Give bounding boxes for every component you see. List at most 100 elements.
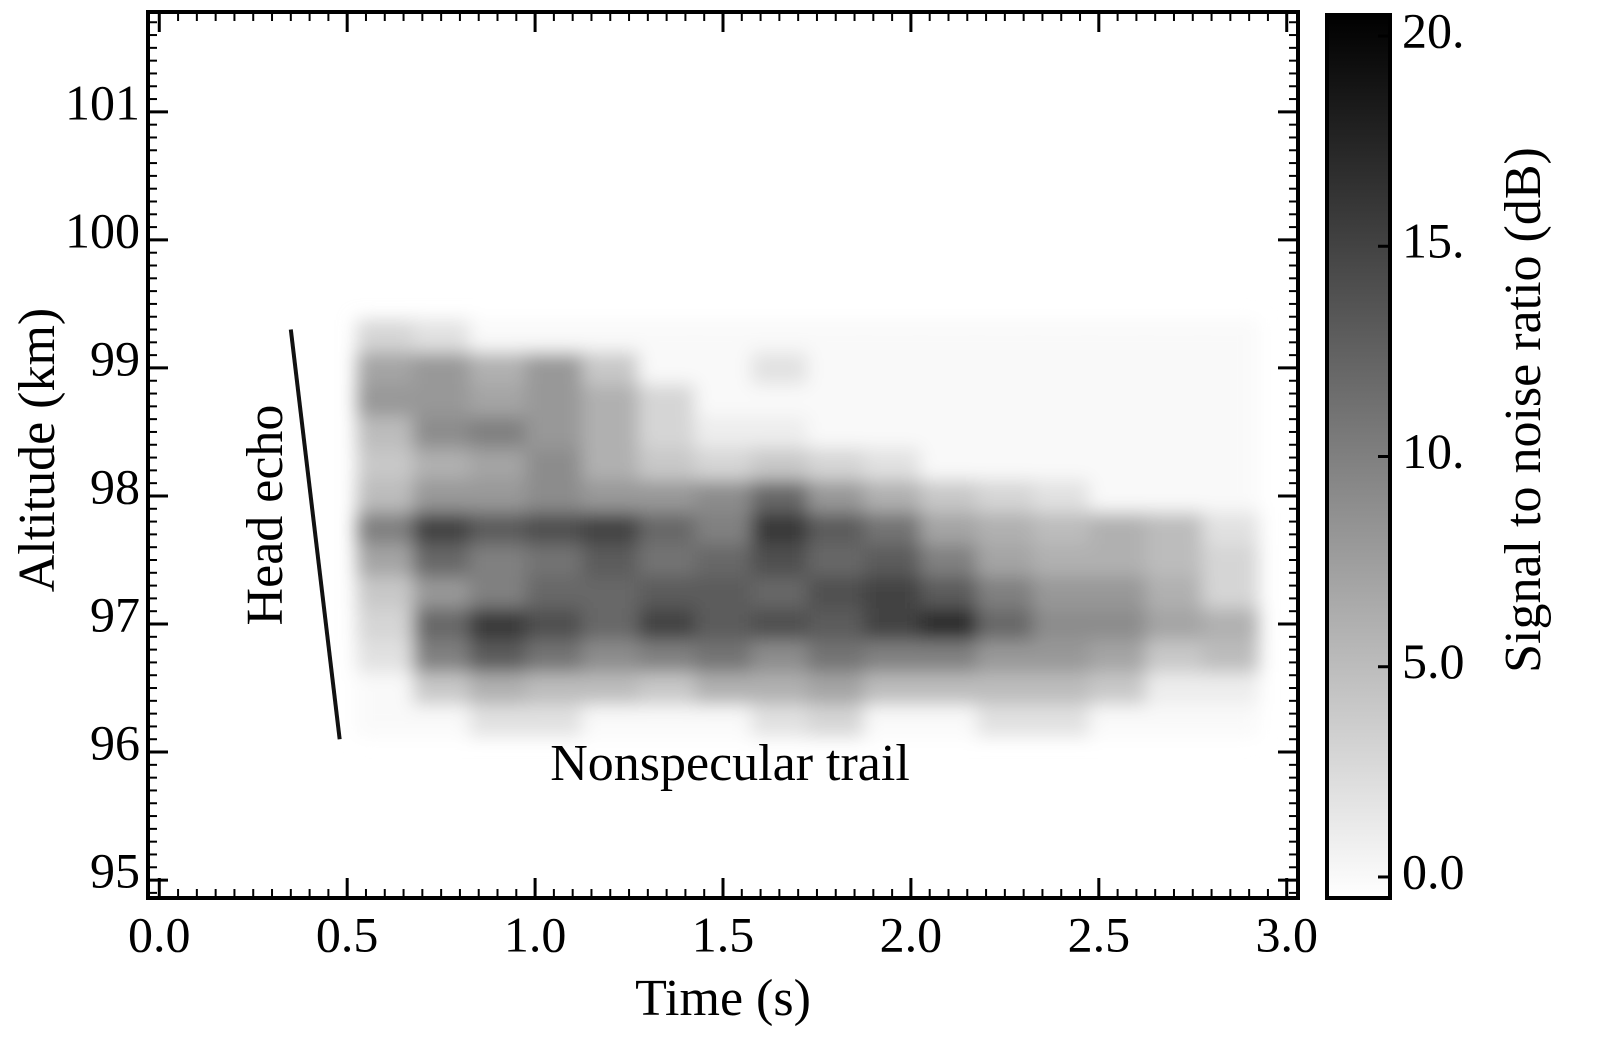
heatmap-cell xyxy=(976,479,1034,513)
heatmap-cell xyxy=(920,447,978,481)
heatmap-cell xyxy=(582,608,639,641)
heatmap-cell xyxy=(863,672,921,705)
heatmap-cell xyxy=(863,415,921,449)
heatmap-cell xyxy=(469,511,527,545)
heatmap-cell xyxy=(751,351,809,385)
x-tick-label: 2.0 xyxy=(880,906,943,962)
heatmap-cell xyxy=(356,704,414,737)
heatmap-cell xyxy=(1089,319,1147,353)
heatmap-cell xyxy=(694,415,752,449)
colorbar-tick-label: 0.0 xyxy=(1402,843,1465,899)
heatmap-cell xyxy=(1089,640,1147,673)
heatmap-cell xyxy=(525,575,583,609)
y-axis-label: Altitude (km) xyxy=(9,308,66,593)
heatmap-cell xyxy=(1145,640,1203,673)
heatmap-cell xyxy=(1089,479,1147,513)
heatmap-cell xyxy=(1089,511,1147,545)
heatmap-cell xyxy=(694,543,752,577)
heatmap-cell xyxy=(1033,447,1090,481)
heatmap-cell xyxy=(356,575,414,609)
heatmap-cell xyxy=(751,672,809,705)
x-tick-label: 3.0 xyxy=(1255,906,1318,962)
heatmap-cell xyxy=(1202,319,1260,353)
heatmap-cell xyxy=(1033,479,1090,513)
heatmap-cell xyxy=(1145,672,1203,705)
heatmap-cell xyxy=(863,319,921,353)
heatmap-cell xyxy=(356,511,414,545)
heatmap-cell xyxy=(751,383,809,417)
heatmap-cell xyxy=(1202,640,1260,673)
heatmap-cell xyxy=(863,351,921,385)
heatmap-cell xyxy=(1202,383,1260,417)
heatmap-cell xyxy=(976,640,1034,673)
heatmap-cell xyxy=(412,608,470,641)
heatmap-cell xyxy=(525,415,583,449)
heatmap-cell xyxy=(863,704,921,737)
heatmap-cell xyxy=(582,672,639,705)
heatmap-cell xyxy=(694,672,752,705)
annotation: Head echo xyxy=(237,405,294,626)
heatmap-cell xyxy=(638,640,696,673)
heatmap-cell xyxy=(920,511,978,545)
x-tick-label: 1.5 xyxy=(692,906,755,962)
heatmap-cell xyxy=(920,319,978,353)
heatmap-cell xyxy=(582,704,639,737)
heatmap-cell xyxy=(638,672,696,705)
heatmap-cell xyxy=(1145,351,1203,385)
annotation: Nonspecular trail xyxy=(550,735,910,792)
heatmap-cell xyxy=(412,704,470,737)
heatmap-cell xyxy=(863,640,921,673)
heatmap-cell xyxy=(638,319,696,353)
heatmap-cell xyxy=(1033,415,1090,449)
heatmap-cell xyxy=(1202,543,1260,577)
heatmap-cell xyxy=(469,319,527,353)
heatmap-cell xyxy=(1145,447,1203,481)
heatmap-cell xyxy=(356,415,414,449)
heatmap-cell xyxy=(863,511,921,545)
heatmap-cell xyxy=(807,415,865,449)
heatmap-cell xyxy=(1145,543,1203,577)
heatmap-cell xyxy=(863,608,921,641)
heatmap-cell xyxy=(412,479,470,513)
heatmap-cell xyxy=(412,447,470,481)
heatmap-cell xyxy=(525,447,583,481)
heatmap-cell xyxy=(469,415,527,449)
heatmap-cell xyxy=(1202,479,1260,513)
heatmap-cell xyxy=(976,704,1034,737)
heatmap-cell xyxy=(412,640,470,673)
heatmap-cell xyxy=(751,479,809,513)
heatmap-cell xyxy=(1089,672,1147,705)
heatmap-cell xyxy=(751,575,809,609)
heatmap-cell xyxy=(525,319,583,353)
heatmap-cell xyxy=(1089,543,1147,577)
heatmap-cell xyxy=(694,704,752,737)
y-tick-label: 96 xyxy=(90,715,140,771)
heatmap-cell xyxy=(807,479,865,513)
x-tick-label: 0.5 xyxy=(316,906,379,962)
heatmap-cell xyxy=(807,543,865,577)
heatmap-cell xyxy=(807,704,865,737)
heatmap-cell xyxy=(525,640,583,673)
heatmap-cell xyxy=(638,704,696,737)
heatmap-cell xyxy=(582,543,639,577)
heatmap-cell xyxy=(356,479,414,513)
heatmap-cell xyxy=(525,383,583,417)
heatmap-cell xyxy=(412,575,470,609)
heatmap-cell xyxy=(638,383,696,417)
heatmap-cell xyxy=(694,608,752,641)
heatmap-cell xyxy=(1202,608,1260,641)
heatmap-cell xyxy=(1145,575,1203,609)
heatmap-cell xyxy=(863,479,921,513)
heatmap-cell xyxy=(582,415,639,449)
heatmap-cell xyxy=(694,479,752,513)
heatmap-cell xyxy=(1202,575,1260,609)
heatmap-cell xyxy=(1089,351,1147,385)
heatmap-cell xyxy=(976,319,1034,353)
heatmap-cell xyxy=(582,640,639,673)
heatmap-cell xyxy=(582,319,639,353)
heatmap-cell xyxy=(1089,704,1147,737)
heatmap-cell xyxy=(976,415,1034,449)
heatmap-cell xyxy=(1033,640,1090,673)
heatmap-cell xyxy=(863,575,921,609)
heatmap-cell xyxy=(976,543,1034,577)
